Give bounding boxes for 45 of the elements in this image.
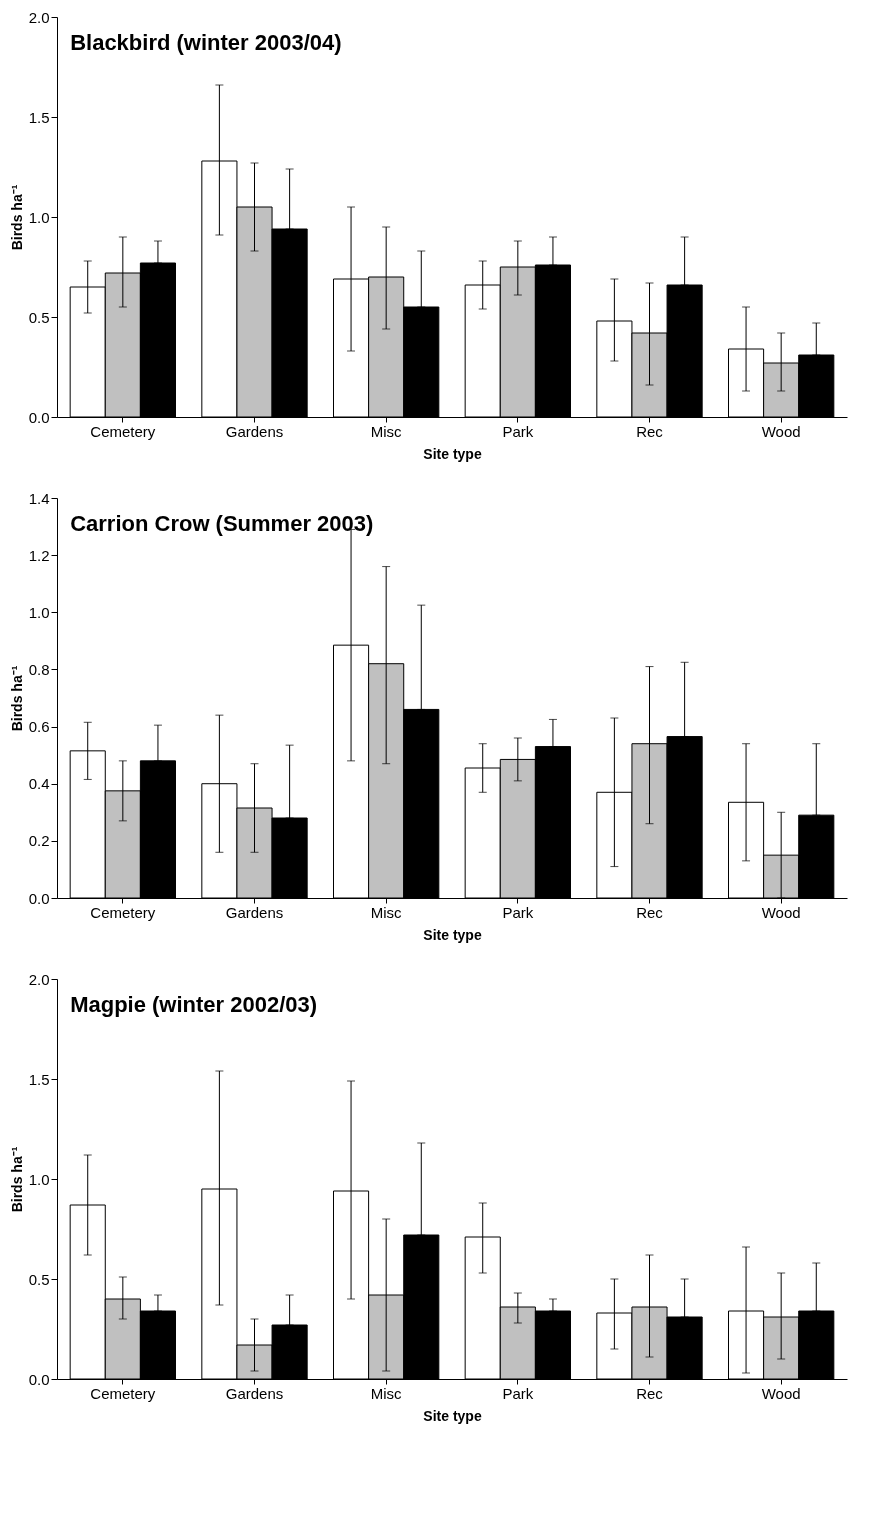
x-tick-label: Wood — [761, 1384, 801, 1402]
y-tick-label: 0.0 — [28, 889, 50, 907]
x-tick-label: Cemetery — [90, 422, 156, 440]
y-tick-label: 0.4 — [28, 775, 50, 793]
y-tick-label: 2.0 — [28, 970, 50, 988]
y-tick-label: 1.4 — [28, 489, 50, 507]
x-tick-label: Park — [502, 422, 534, 440]
text: Magpie (winter 2002/03) — [70, 992, 318, 1017]
y-axis-title: Birds ha⁻¹ — [8, 1146, 25, 1213]
x-tick-label: Misc — [370, 422, 403, 440]
x-tick-label: Misc — [370, 903, 403, 921]
x-tick-label: Wood — [761, 903, 801, 921]
x-axis-title: Site type — [423, 1407, 482, 1424]
y-tick-label: 1.2 — [28, 546, 50, 564]
y-tick-label: 0.0 — [28, 1370, 50, 1388]
text: Blackbird (winter 2003/04) — [70, 30, 342, 55]
y-tick-label: 1.0 — [28, 208, 50, 226]
x-tick-label: Cemetery — [90, 1384, 156, 1402]
y-axis-title: Birds ha⁻¹ — [8, 665, 25, 732]
y-tick-label: 1.0 — [28, 1170, 50, 1188]
x-tick-label: Rec — [636, 422, 664, 440]
x-tick-label: Rec — [636, 903, 664, 921]
x-tick-label: Park — [502, 903, 534, 921]
x-tick-label: Park — [502, 1384, 534, 1402]
x-axis-title: Site type — [423, 926, 482, 943]
y-tick-label: 0.0 — [28, 408, 50, 426]
x-axis-title: Site type — [423, 445, 482, 462]
y-tick-label: 0.5 — [28, 1270, 50, 1288]
y-tick-label: 0.5 — [28, 308, 50, 326]
y-tick-label: 1.0 — [28, 603, 50, 621]
x-tick-label: Misc — [370, 1384, 403, 1402]
y-tick-label: 1.5 — [28, 108, 50, 126]
x-tick-label: Gardens — [225, 903, 284, 921]
text: Carrion Crow (Summer 2003) — [70, 511, 374, 536]
y-tick-label: 2.0 — [28, 8, 50, 26]
y-tick-label: 0.8 — [28, 660, 50, 678]
x-tick-label: Wood — [761, 422, 801, 440]
x-tick-label: Gardens — [225, 422, 284, 440]
x-tick-label: Cemetery — [90, 903, 156, 921]
y-axis-title: Birds ha⁻¹ — [8, 184, 25, 251]
x-tick-label: Gardens — [225, 1384, 284, 1402]
y-tick-label: 0.2 — [28, 832, 50, 850]
x-tick-label: Rec — [636, 1384, 664, 1402]
y-tick-label: 0.6 — [28, 718, 50, 736]
y-tick-label: 1.5 — [28, 1070, 50, 1088]
